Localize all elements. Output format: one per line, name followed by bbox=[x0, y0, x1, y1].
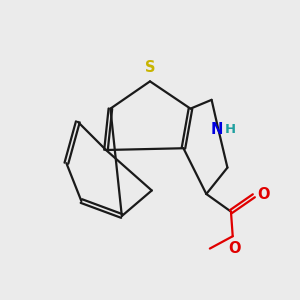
Text: H: H bbox=[224, 123, 236, 136]
Text: S: S bbox=[145, 60, 155, 75]
Text: O: O bbox=[228, 241, 241, 256]
Text: O: O bbox=[258, 187, 270, 202]
Text: N: N bbox=[211, 122, 223, 136]
